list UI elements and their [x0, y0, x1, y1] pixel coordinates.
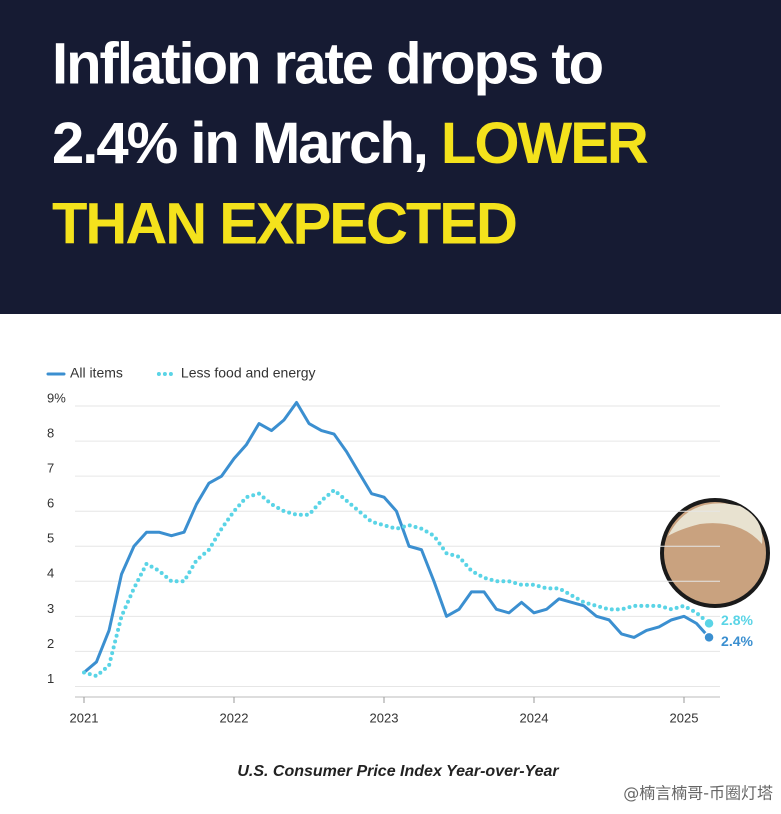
legend-label: Less food and energy	[181, 365, 316, 381]
end-point	[703, 631, 715, 644]
photo	[660, 498, 770, 608]
y-tick-label: 2	[47, 636, 54, 651]
series-line	[82, 401, 711, 674]
x-tick-label: 2023	[370, 710, 399, 725]
header-background	[0, 0, 781, 314]
title-highlight: THAN EXPECTED	[52, 191, 516, 256]
y-tick-label: 9%	[47, 390, 66, 405]
title-highlight: LOWER	[441, 111, 648, 176]
watermark: @楠言楠哥-币圈灯塔	[623, 784, 773, 803]
series-line	[82, 488, 712, 678]
y-tick-label: 4	[47, 566, 54, 581]
title-part: 2.4% in March,	[52, 111, 427, 176]
header: Inflation rate drops to 2.4% in March, LO…	[0, 0, 781, 314]
y-tick-label: 1	[47, 671, 54, 686]
title-line: Inflation rate drops to	[52, 31, 603, 96]
plot: 1 2 3 4 5 6 7 8 9% 2021 2022 2023 2024 2025 2.4% 2.8% Al…	[46, 365, 754, 725]
title-line: 2.4% in March, LOWER	[52, 111, 648, 176]
y-tick-label: 5	[47, 531, 54, 546]
caption: U.S. Consumer Price Index Year-over-Year	[237, 763, 559, 780]
end-label: 2.8%	[721, 612, 753, 628]
chart: U.S. Consumer Price Index Year-over-Year…	[46, 365, 773, 803]
y-tick-label: 6	[47, 496, 54, 511]
end-point	[703, 617, 715, 630]
photo-hair	[668, 503, 763, 544]
x-tick-label: 2024	[520, 710, 549, 725]
x-tick-label: 2025	[670, 710, 699, 725]
y-tick-label: 3	[47, 601, 54, 616]
x-tick-label: 2021	[70, 710, 99, 725]
end-label: 2.4%	[721, 633, 753, 649]
y-tick-label: 7	[47, 461, 54, 476]
legend-label: All items	[70, 365, 123, 381]
y-tick-label: 8	[47, 426, 54, 441]
x-tick-label: 2022	[220, 710, 249, 725]
